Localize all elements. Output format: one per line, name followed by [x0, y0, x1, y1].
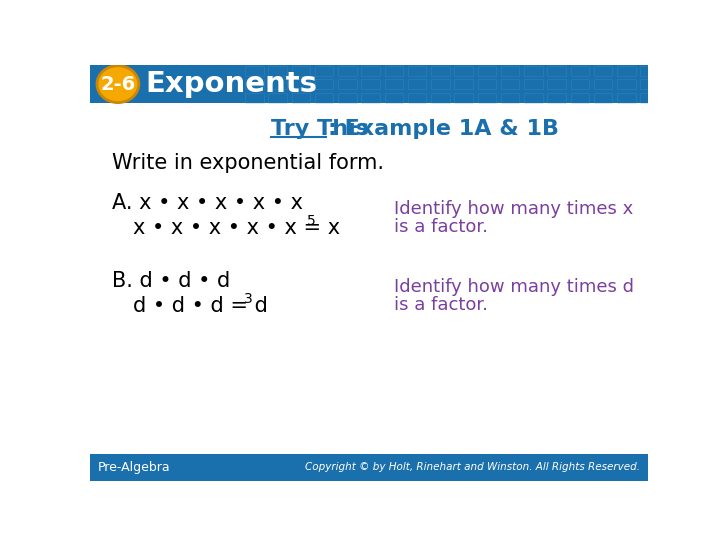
Bar	[292, 79, 310, 90]
Bar	[315, 92, 333, 103]
Bar	[269, 79, 287, 90]
Bar	[524, 92, 543, 103]
Bar	[570, 79, 589, 90]
Text: Try This: Try This	[271, 119, 369, 139]
Bar	[594, 79, 612, 90]
Text: x • x • x • x • x = x: x • x • x • x • x = x	[132, 218, 340, 238]
Bar	[269, 92, 287, 103]
Bar	[408, 92, 426, 103]
Bar	[384, 66, 403, 76]
Bar	[547, 66, 566, 76]
Bar	[524, 66, 543, 76]
Bar	[338, 79, 356, 90]
Text: B. d • d • d: B. d • d • d	[112, 271, 230, 291]
Bar	[454, 92, 473, 103]
Bar	[431, 79, 449, 90]
Bar	[570, 66, 589, 76]
Bar	[547, 92, 566, 103]
Text: Identify how many times d: Identify how many times d	[394, 278, 634, 296]
Bar	[547, 79, 566, 90]
Bar	[245, 92, 264, 103]
Bar	[408, 66, 426, 76]
Bar	[500, 92, 519, 103]
Bar	[477, 66, 496, 76]
Bar	[408, 79, 426, 90]
Bar	[431, 92, 449, 103]
Bar	[640, 79, 659, 90]
Bar	[431, 66, 449, 76]
Text: Pre-Algebra: Pre-Algebra	[98, 461, 171, 474]
Bar	[245, 66, 264, 76]
Bar	[338, 66, 356, 76]
Bar	[454, 79, 473, 90]
Bar	[384, 92, 403, 103]
Bar	[500, 66, 519, 76]
Text: is a factor.: is a factor.	[394, 296, 488, 314]
Bar	[524, 79, 543, 90]
Bar	[361, 92, 380, 103]
Text: is a factor.: is a factor.	[394, 219, 488, 237]
Bar	[500, 79, 519, 90]
Bar	[594, 92, 612, 103]
Text: d • d • d = d: d • d • d = d	[132, 296, 268, 316]
Bar	[361, 66, 380, 76]
Bar	[640, 92, 659, 103]
Bar	[315, 79, 333, 90]
Bar	[570, 92, 589, 103]
Bar	[477, 92, 496, 103]
Text: Copyright © by Holt, Rinehart and Winston. All Rights Reserved.: Copyright © by Holt, Rinehart and Winsto…	[305, 462, 640, 472]
Text: Exponents: Exponents	[145, 70, 318, 98]
Bar	[338, 92, 356, 103]
Text: 5: 5	[307, 214, 316, 228]
Bar	[269, 66, 287, 76]
Bar	[384, 79, 403, 90]
Bar	[315, 66, 333, 76]
Bar	[245, 79, 264, 90]
Text: Identify how many times x: Identify how many times x	[394, 200, 633, 218]
Text: A. x • x • x • x • x: A. x • x • x • x • x	[112, 193, 302, 213]
Bar	[90, 65, 648, 104]
Ellipse shape	[97, 66, 139, 103]
Bar	[477, 79, 496, 90]
Bar	[292, 92, 310, 103]
Bar	[594, 66, 612, 76]
Bar	[617, 92, 636, 103]
Bar	[617, 79, 636, 90]
Bar	[90, 454, 648, 481]
Bar	[361, 79, 380, 90]
Bar	[292, 66, 310, 76]
Text: 3: 3	[243, 292, 252, 306]
Text: : Example 1A & 1B: : Example 1A & 1B	[328, 119, 559, 139]
Bar	[617, 66, 636, 76]
Bar	[454, 66, 473, 76]
Bar	[640, 66, 659, 76]
Text: 2-6: 2-6	[100, 75, 135, 93]
Text: Write in exponential form.: Write in exponential form.	[112, 153, 384, 173]
